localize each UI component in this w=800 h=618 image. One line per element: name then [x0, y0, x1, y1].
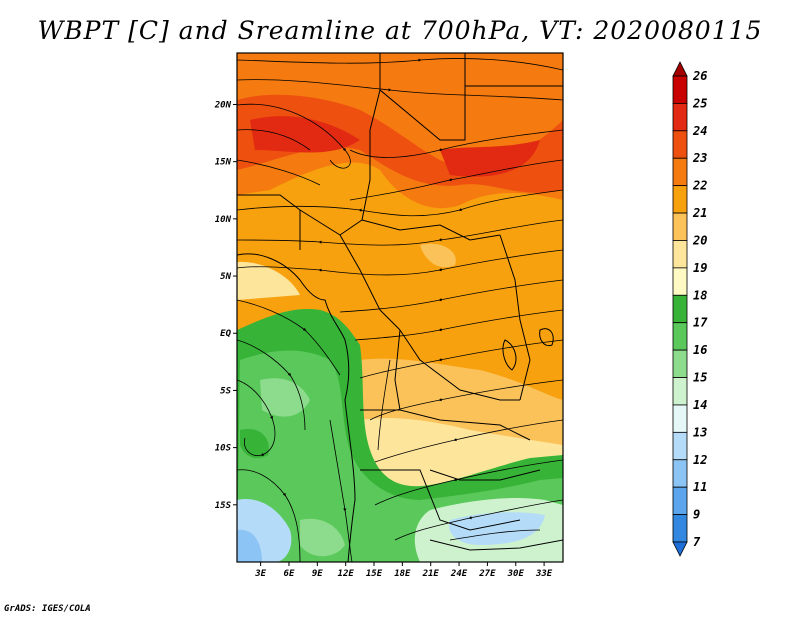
- colorbar-label: 23: [692, 151, 707, 165]
- colorbar-label: 20: [692, 233, 707, 247]
- lat-tick-label: 5S: [220, 386, 231, 396]
- colorbar-label: 17: [693, 316, 708, 330]
- colorbar-label: 16: [693, 343, 707, 357]
- colorbar-swatch: [672, 185, 688, 214]
- lon-tick-label: 6E: [284, 569, 295, 579]
- colorbar-swatch: [672, 322, 688, 351]
- lat-tick-label: EQ: [220, 329, 231, 339]
- colorbar-swatch: [672, 212, 688, 241]
- streamlines: [237, 58, 563, 562]
- lon-tick-label: 9E: [312, 569, 323, 579]
- lon-tick-label: 27E: [478, 569, 496, 579]
- colorbar-label: 18: [693, 288, 707, 302]
- longitude-axis: 3E 6E 9E 12E 15E 18E 21E 24E 27E 30E 33E: [254, 562, 553, 579]
- colorbar-label: 7: [693, 535, 701, 549]
- colorbar: 26 25 24 23 22 21 20 19 18 17 16 15 14 13 12 11 9 7: [672, 61, 708, 557]
- colorbar-swatch: [672, 404, 688, 433]
- colorbar-label: 11: [693, 480, 707, 494]
- colorbar-swatch: [672, 486, 688, 515]
- colorbar-label: 13: [693, 425, 707, 439]
- grads-credit: GrADS: IGES/COLA: [4, 604, 91, 614]
- lat-tick-label: 15N: [215, 158, 232, 168]
- lon-tick-label: 18E: [394, 569, 411, 579]
- colorbar-swatch: [672, 267, 688, 296]
- colorbar-swatch: [672, 349, 688, 378]
- colorbar-label: 24: [692, 124, 707, 138]
- colorbar-label: 26: [692, 69, 707, 83]
- lon-tick-label: 12E: [338, 569, 355, 579]
- colorbar-swatch: [672, 103, 688, 132]
- colorbar-swatch: [672, 157, 688, 187]
- colorbar-swatch: [672, 514, 688, 543]
- colorbar-label: 14: [693, 398, 707, 412]
- wbpt-shading: [237, 53, 563, 562]
- lon-tick-label: 33E: [535, 569, 553, 579]
- colorbar-cap-top: [672, 61, 688, 77]
- colorbar-label: 25: [692, 96, 707, 110]
- map-frame: [236, 52, 564, 563]
- colorbar-label: 22: [692, 179, 707, 193]
- lat-tick-label: 5N: [220, 272, 231, 282]
- colorbar-cap-bottom: [672, 541, 688, 557]
- country-borders: [237, 53, 563, 562]
- colorbar-swatch: [672, 377, 688, 406]
- colorbar-label: 19: [693, 261, 707, 275]
- latitude-axis: 20N 15N 10N 5N EQ 5S 10S 15S: [214, 100, 237, 511]
- lon-tick-label: 15E: [366, 569, 383, 579]
- colorbar-label: 12: [693, 453, 707, 467]
- lat-tick-label: 10N: [215, 215, 232, 225]
- colorbar-swatch: [672, 130, 688, 159]
- map-title: WBPT [C] and Sreamline at 700hPa, VT: 20…: [37, 16, 763, 45]
- colorbar-label: 9: [693, 508, 700, 522]
- colorbar-label: 21: [692, 206, 707, 220]
- colorbar-swatch: [672, 431, 688, 461]
- lon-tick-label: 21E: [422, 569, 440, 579]
- colorbar-swatch: [672, 294, 688, 324]
- lon-tick-label: 30E: [507, 569, 525, 579]
- colorbar-swatch: [672, 240, 688, 269]
- colorbar-swatch: [672, 459, 688, 488]
- lat-tick-label: 15S: [215, 501, 232, 511]
- lon-tick-label: 24E: [450, 569, 468, 579]
- colorbar-swatch: [672, 75, 688, 104]
- lat-tick-label: 20N: [214, 100, 232, 110]
- colorbar-label: 15: [693, 371, 707, 385]
- lon-tick-label: 3E: [254, 569, 266, 579]
- lat-tick-label: 10S: [215, 444, 232, 454]
